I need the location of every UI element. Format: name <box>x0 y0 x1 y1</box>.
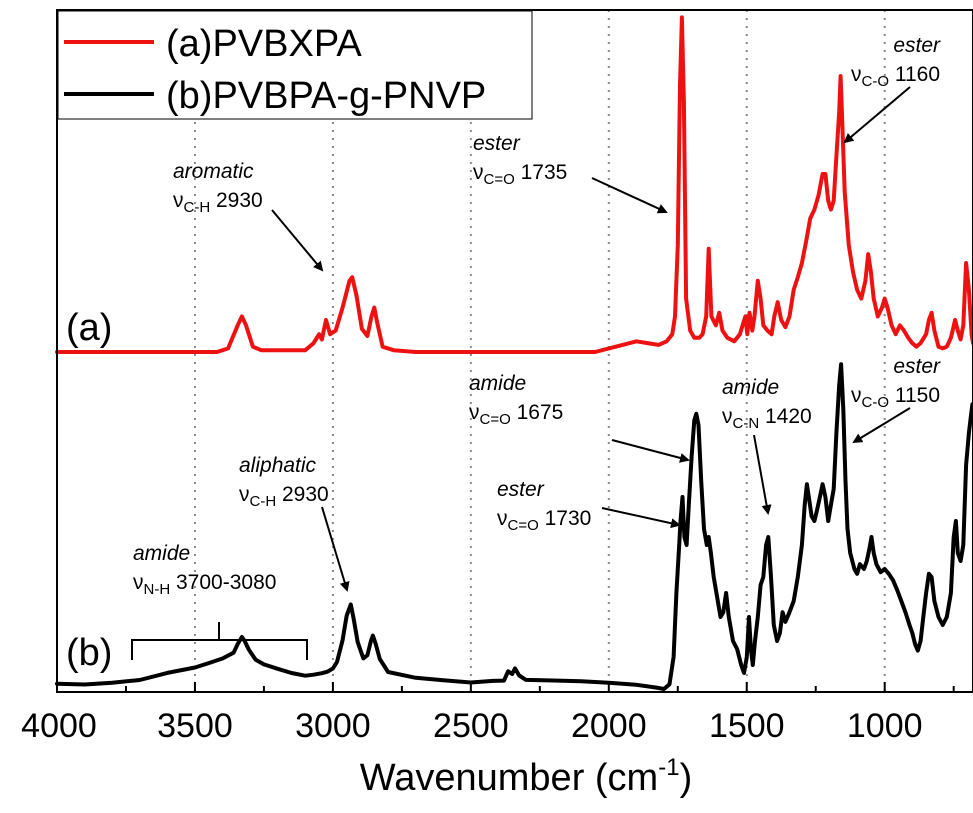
annotation-b_aliph-arrow <box>321 506 350 592</box>
annotation-a_arom-mode: νC-H 2930 <box>173 189 263 216</box>
legend-label-a: (a)PVBXPA <box>166 23 362 65</box>
annotation-a_ester1735-group: ester <box>473 132 521 155</box>
annotation-a_arom-group: aromatic <box>173 160 254 183</box>
amide-nh-bracket <box>131 622 308 660</box>
x-tick-label-1000: 1000 <box>847 707 923 745</box>
series-line-a <box>55 15 973 354</box>
annotation-b_ester1150: ester νC-O 1150 <box>851 355 941 444</box>
annotation-a_ester1735-arrow <box>591 177 668 214</box>
x-tick-label-3000: 3000 <box>295 707 371 745</box>
annotation-b_ester1730-group: ester <box>497 478 545 501</box>
legend-label-b: (b)PVBPA-g-PNVP <box>166 75 486 117</box>
annotation-a_ester1160-nu: ν <box>851 63 862 86</box>
plot-frame <box>56 9 973 693</box>
annotation-b_ester1150-group: ester <box>893 355 941 378</box>
annotation-b_aliph: aliphatic νC-H 2930 <box>239 454 350 592</box>
annotation-b_amide_nh-nu: ν <box>133 571 144 594</box>
annotation-b_amide1675-mode: νC=O 1675 <box>469 401 563 428</box>
legend-box <box>57 10 533 120</box>
series-label-b: (b) <box>66 632 112 674</box>
annotation-b_amide1675-sub: C=O <box>480 411 511 428</box>
legend: (a)PVBXPA (b)PVBPA-g-PNVP <box>57 10 533 120</box>
annotation-a_ester1735-nu: ν <box>473 161 484 184</box>
annotation-b_amide_nh-mode: νN-H 3700-3080 <box>133 571 276 598</box>
annotation-a_arom-arrow <box>271 209 324 272</box>
annotation-b_ester1730: ester νC=O 1730 <box>497 478 681 534</box>
annotation-b_amide1420-value: 1420 <box>759 405 812 428</box>
annotation-b_ester1150-value: 1150 <box>889 384 940 407</box>
annotation-b_ester1730-nu: ν <box>497 507 508 530</box>
annotation-a_ester1160-value: 1160 <box>889 63 940 86</box>
x-axis-label-main: Wavenumber (cm <box>360 757 658 799</box>
annotation-b_amide1675-arrow <box>611 439 690 463</box>
annotation-b_amide1420-arrow <box>753 434 772 515</box>
annotation-b_amide1675-group: amide <box>469 372 526 395</box>
annotation-a_ester1735-value: 1735 <box>515 161 568 184</box>
annotation-a_ester1735-sub: C=O <box>484 171 515 188</box>
annotation-b_ester1730-mode: νC=O 1730 <box>497 507 591 534</box>
x-tick-label-4000: 4000 <box>21 707 97 745</box>
annotation-b_aliph-value: 2930 <box>276 483 329 506</box>
annotation-a_arom: aromatic νC-H 2930 <box>173 160 324 272</box>
annotation-b_amide1420-sub: C-N <box>733 415 760 432</box>
annotation-b_aliph-nu: ν <box>239 483 250 506</box>
x-axis-label-close: ) <box>680 757 693 799</box>
annotation-a_ester1160-arrow <box>843 86 911 144</box>
annotation-a_ester1160-sub: C-O <box>862 73 890 90</box>
x-tick-label-1500: 1500 <box>709 707 785 745</box>
annotation-a_ester1735: ester νC=O 1735 <box>473 132 668 214</box>
annotation-a_arom-nu: ν <box>173 189 184 212</box>
annotation-a_ester1160-mode: νC-O 1160 <box>851 63 940 90</box>
annotation-b_ester1150-mode: νC-O 1150 <box>851 384 940 411</box>
annotation-b_amide1420-mode: νC-N 1420 <box>722 405 812 432</box>
annotation-a_ester1160-group: ester <box>893 34 941 57</box>
annotation-a_ester1735-mode: νC=O 1735 <box>473 161 567 188</box>
series-label-a: (a) <box>66 307 112 349</box>
annotation-b_amide1420-nu: ν <box>722 405 733 428</box>
annotation-b_amide1675-nu: ν <box>469 401 480 424</box>
annotation-b_ester1150-sub: C-O <box>862 394 890 411</box>
annotation-b_ester1730-value: 1730 <box>539 507 592 530</box>
annotation-b_amide_nh-sub: N-H <box>144 581 171 598</box>
annotation-a_ester1160: ester νC-O 1160 <box>843 34 941 144</box>
x-axis-ticks: 4000 3500 3000 2500 2000 1500 1000 <box>21 682 955 745</box>
annotation-b_amide1675: amide νC=O 1675 <box>469 372 690 463</box>
series-line-b <box>55 362 973 691</box>
grid-lines <box>193 10 886 692</box>
series-lines <box>55 15 973 691</box>
annotation-b_amide_nh: amide νN-H 3700-3080 <box>133 542 276 598</box>
x-tick-label-2500: 2500 <box>433 707 509 745</box>
annotation-b_aliph-group: aliphatic <box>239 454 317 477</box>
annotation-b_amide1420-group: amide <box>722 376 779 399</box>
annotation-b_amide1420: amide νC-N 1420 <box>722 376 812 515</box>
annotation-b_ester1150-nu: ν <box>851 384 862 407</box>
annotation-b_ester1730-arrow <box>601 507 681 529</box>
annotation-b_ester1730-sub: C=O <box>508 517 539 534</box>
x-axis-label-sup: -1 <box>658 754 679 781</box>
x-tick-label-2000: 2000 <box>571 707 647 745</box>
annotation-a_arom-value: 2930 <box>210 189 263 212</box>
annotation-b_aliph-mode: νC-H 2930 <box>239 483 329 510</box>
annotation-a_arom-sub: C-H <box>184 199 211 216</box>
x-axis-label: Wavenumber (cm-1) <box>360 754 692 799</box>
annotation-b_amide_nh-group: amide <box>133 542 190 565</box>
annotation-b_amide1675-value: 1675 <box>511 401 564 424</box>
annotation-b_aliph-sub: C-H <box>250 493 277 510</box>
x-tick-label-3500: 3500 <box>157 707 233 745</box>
annotation-b_ester1150-arrow <box>852 407 911 444</box>
annotation-b_amide_nh-value: 3700-3080 <box>170 571 276 594</box>
